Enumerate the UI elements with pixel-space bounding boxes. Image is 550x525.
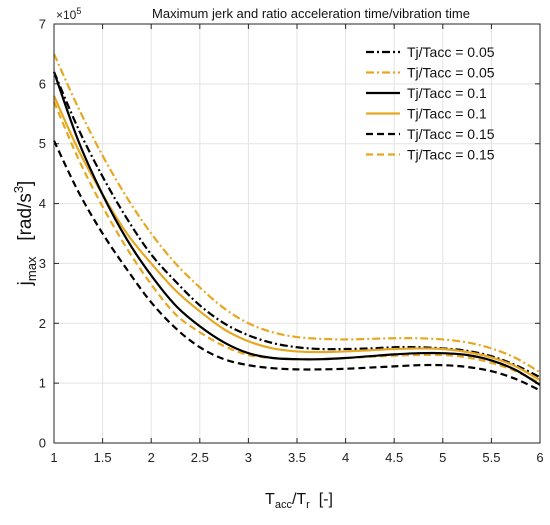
plot-frame <box>53 23 541 444</box>
legend-label-4: Tj/Tacc = 0.1 <box>407 106 487 122</box>
y-tick-label: 3 <box>39 256 46 271</box>
y-tick-label: 6 <box>39 76 46 91</box>
y-tick-label: 5 <box>39 136 46 151</box>
y-axis-label: jmax [rad/s3] <box>11 181 39 287</box>
legend-label-3: Tj/Tacc = 0.1 <box>407 85 487 101</box>
x-tick-label: 5 <box>439 450 446 465</box>
y-exponent-base: ×10 <box>56 8 77 22</box>
legend-label-6: Tj/Tacc = 0.15 <box>407 147 495 163</box>
x-axis-label-sub1: acc <box>275 499 293 511</box>
x-axis-label-main: T <box>265 491 275 508</box>
y-axis-label-close: ] <box>15 181 36 186</box>
y-tick-label: 0 <box>39 436 46 451</box>
legend-label-1: Tj/Tacc = 0.05 <box>407 44 495 60</box>
x-axis-label: Tacc/Tr [-] <box>265 491 333 511</box>
x-tick-label: 4 <box>342 450 349 465</box>
x-axis-label-unit: [-] <box>310 491 333 508</box>
series-line-4 <box>52 95 541 382</box>
x-axis-label-slash: /T <box>292 491 306 508</box>
y-exponent: ×105 <box>56 6 81 22</box>
y-tick-label: 4 <box>39 196 46 211</box>
x-tick-label: 5.5 <box>482 450 500 465</box>
x-tick-label: 4.5 <box>385 450 403 465</box>
legend: Tj/Tacc = 0.05 Tj/Tacc = 0.05 Tj/Tacc = 0.… <box>366 44 495 163</box>
legend-label-5: Tj/Tacc = 0.15 <box>407 126 495 142</box>
x-tick-label: 2 <box>148 450 155 465</box>
y-axis-label-main: j <box>15 281 36 286</box>
x-tick-label: 3 <box>245 450 252 465</box>
series-line-2 <box>52 53 541 374</box>
y-exponent-power: 5 <box>76 6 81 16</box>
y-axis-label-sup: 3 <box>11 186 26 193</box>
y-tick-label: 2 <box>39 316 46 331</box>
y-axis-label-sub: max <box>24 256 39 281</box>
y-tick-label: 1 <box>39 376 46 391</box>
x-tick-label: 6 <box>536 450 543 465</box>
y-axis-label-unit: [rad/s <box>15 193 36 241</box>
series-lines <box>52 53 541 392</box>
x-axis-label-sub2: r <box>306 499 310 511</box>
legend-label-2: Tj/Tacc = 0.05 <box>407 65 495 81</box>
series-line-3 <box>52 71 541 386</box>
series-line-5 <box>53 140 541 392</box>
chart-title: Maximum jerk and ratio acceleration time… <box>152 6 470 21</box>
x-tick-label: 1 <box>50 450 57 465</box>
y-tick-label: 7 <box>39 17 46 32</box>
x-tick-label: 3.5 <box>288 450 306 465</box>
x-tick-label: 1.5 <box>94 450 112 465</box>
x-tick-label: 2.5 <box>191 450 209 465</box>
